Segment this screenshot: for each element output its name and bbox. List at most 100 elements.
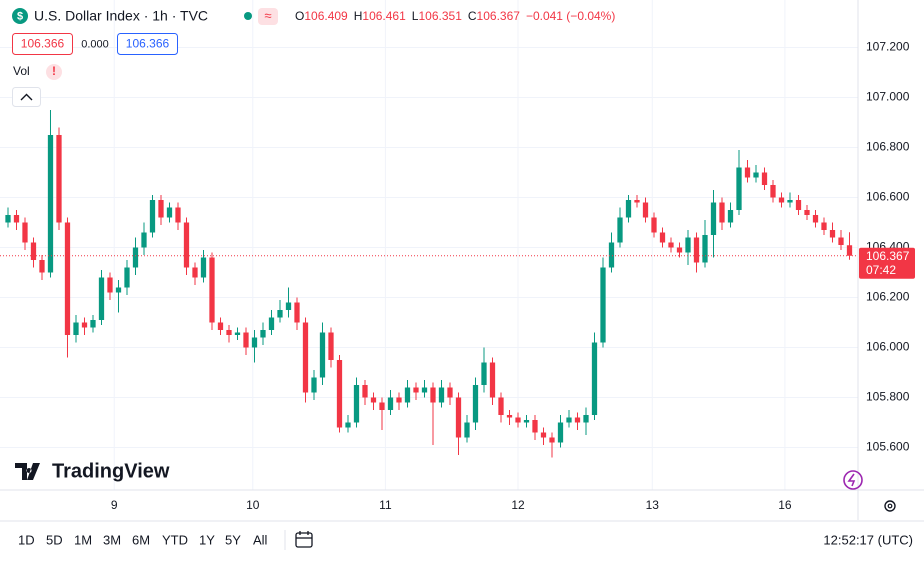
candle-body — [761, 172, 768, 185]
buy-badge[interactable] — [117, 33, 178, 55]
candle-body — [455, 397, 462, 438]
candle-body — [617, 217, 623, 243]
candle-body — [430, 387, 436, 403]
spread: 0.000 — [81, 38, 109, 50]
range-button[interactable]: 5D — [46, 532, 63, 547]
ohlc-label: L — [412, 9, 419, 23]
data-problem-badge[interactable] — [258, 8, 278, 25]
x-tick-label: 9 — [111, 498, 118, 512]
sell-badge[interactable] — [12, 33, 73, 55]
ohlc-value: 106.351 — [418, 9, 462, 23]
y-tick-label: 106.200 — [866, 290, 910, 304]
candle-body — [234, 332, 241, 335]
candle-body — [251, 337, 258, 348]
candle-body — [651, 217, 657, 233]
range-button[interactable]: 3M — [103, 532, 121, 547]
candle-body — [328, 332, 334, 360]
y-tick-label: 107.000 — [866, 90, 910, 104]
collapse-icon — [20, 93, 33, 101]
candle-body — [64, 222, 71, 335]
clock: 12:52:17 (UTC) — [823, 532, 913, 547]
candle-body — [336, 360, 343, 428]
candle-body — [549, 437, 555, 443]
settings-icon[interactable] — [884, 500, 896, 512]
date-range-icon[interactable] — [295, 531, 313, 548]
ohlc-value: 106.461 — [362, 9, 406, 23]
candle-body — [98, 277, 105, 320]
candle-body — [523, 420, 530, 423]
candle-body — [668, 242, 674, 248]
range-button[interactable]: 6M — [132, 532, 150, 547]
candle-body — [574, 417, 581, 423]
settings-icon-core — [887, 503, 893, 509]
candle-body — [753, 172, 759, 178]
candle-body — [583, 415, 589, 423]
candle-body — [846, 245, 853, 256]
candle-body — [166, 207, 173, 218]
candle-body — [472, 385, 479, 423]
vol-alert[interactable] — [46, 64, 62, 80]
candle-body — [30, 242, 37, 260]
collapse-button[interactable] — [12, 87, 41, 107]
candle-body — [787, 200, 793, 203]
candle-body — [73, 322, 79, 335]
candle-body — [625, 200, 632, 218]
ohlc-value: 106.409 — [304, 9, 348, 23]
range-button[interactable]: 5Y — [225, 532, 241, 547]
candle-body — [727, 210, 734, 223]
candle-body — [421, 387, 428, 393]
watermark-logo — [15, 463, 40, 480]
x-tick-label: 12 — [511, 498, 525, 512]
candle-body — [209, 257, 215, 323]
candle-body — [47, 135, 54, 273]
x-tick-label: 11 — [379, 498, 392, 512]
candle-body — [659, 232, 666, 243]
candle-body — [498, 397, 504, 415]
candle-body — [566, 417, 572, 423]
symbol-icon — [12, 8, 28, 24]
candle-body — [22, 222, 28, 243]
candle-body — [829, 230, 836, 238]
y-tick-label: 106.600 — [866, 190, 910, 204]
ohlc-label: C — [468, 9, 477, 23]
candle-body — [447, 387, 453, 398]
range-button[interactable]: 1Y — [199, 532, 215, 547]
candle-body — [124, 267, 130, 288]
candle-body — [812, 215, 819, 223]
range-button[interactable]: All — [253, 532, 268, 547]
sell-price: 106.366 — [21, 37, 65, 51]
candle-body — [183, 222, 190, 268]
candle-body — [260, 330, 266, 338]
range-button[interactable]: 1M — [74, 532, 92, 547]
candle-body — [302, 322, 309, 393]
candle-body — [115, 287, 122, 293]
y-tick-label: 106.000 — [866, 340, 910, 354]
y-tick-label: 107.200 — [866, 40, 910, 54]
candle-body — [532, 420, 538, 433]
candle-body — [600, 267, 606, 343]
candle-body — [685, 237, 691, 253]
candle-body — [515, 417, 521, 423]
header-title: U.S. Dollar Index · 1h · TVC — [34, 8, 208, 24]
candle-body — [362, 385, 368, 398]
candle-body — [277, 310, 283, 318]
candle-body — [387, 397, 394, 410]
market-status — [244, 12, 252, 20]
y-tick-label: 105.800 — [866, 390, 910, 404]
candle-body — [634, 200, 640, 203]
candle-body — [56, 135, 62, 223]
range-button[interactable]: YTD — [162, 532, 188, 547]
candle-body — [795, 200, 802, 210]
ai-icon[interactable] — [843, 470, 863, 490]
y-tick-label: 105.600 — [866, 440, 910, 454]
vol-alert-glyph: ! — [52, 64, 56, 78]
candle-body — [506, 415, 513, 418]
candle-body — [81, 322, 88, 328]
candle-body — [311, 377, 317, 393]
last-price-badge — [859, 247, 915, 279]
candle-body — [200, 257, 207, 278]
candle-body — [557, 422, 564, 443]
range-button[interactable]: 1D — [18, 532, 35, 547]
candle-body — [39, 260, 45, 273]
